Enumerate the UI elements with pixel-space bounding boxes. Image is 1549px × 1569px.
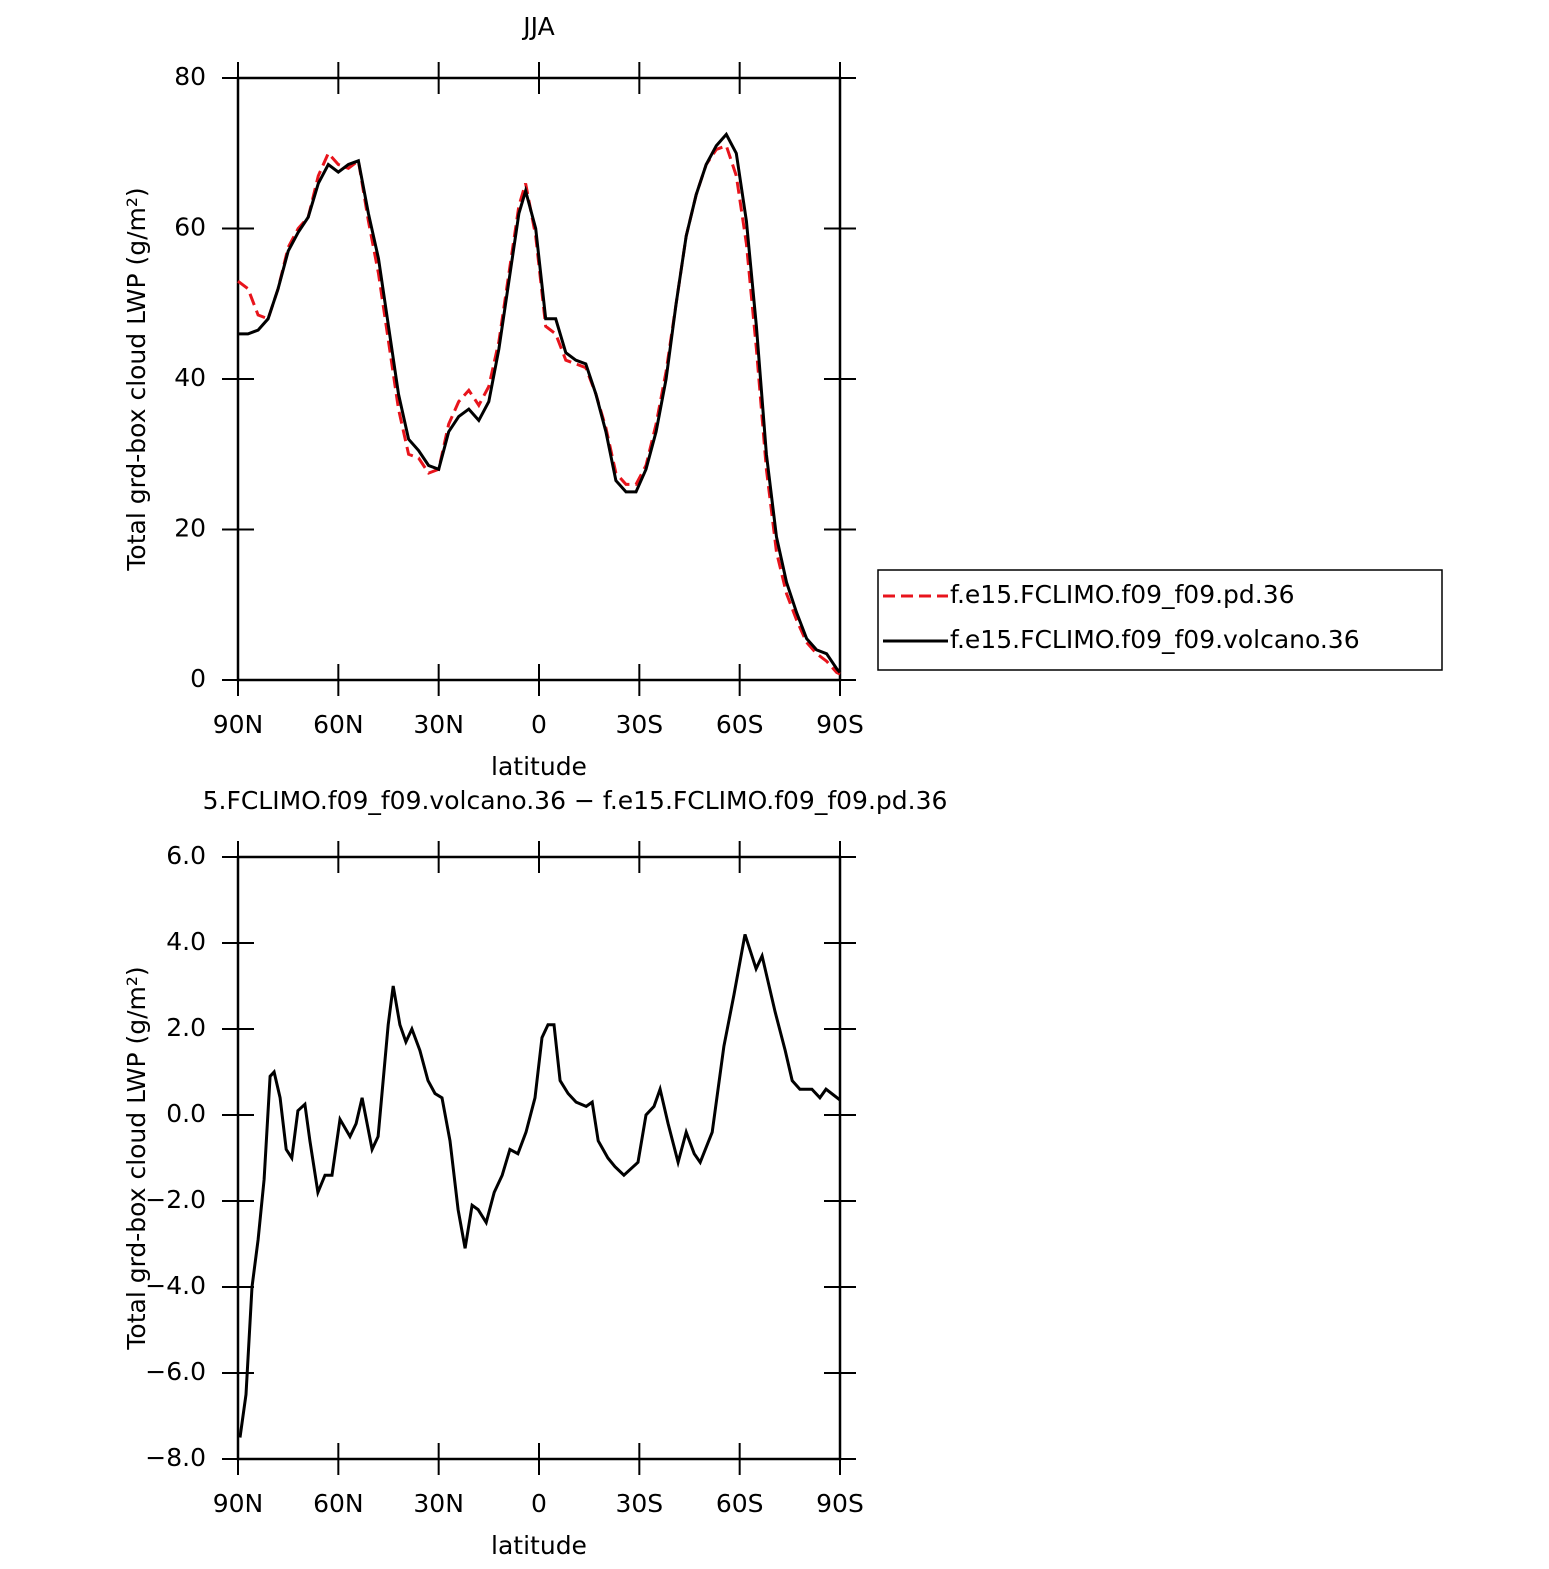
data-line (237, 143, 841, 676)
legend-label: f.e15.FCLIMO.f09_f09.volcano.36 (950, 625, 1360, 654)
x-tick-label: 30N (413, 710, 464, 739)
plot-frame (236, 855, 842, 1461)
y-axis-label: Total grd-box cloud LWP (g/m²) (122, 187, 151, 571)
legend-box (877, 569, 1443, 671)
y-axis-label: Total grd-box cloud LWP (g/m²) (122, 966, 151, 1350)
y-tick-label: 0.0 (166, 1099, 206, 1128)
y-tick-label: 4.0 (166, 927, 206, 956)
x-tick-label: 90N (213, 1489, 264, 1518)
y-tick-label: −4.0 (145, 1271, 206, 1300)
y-tick-label: −2.0 (145, 1185, 206, 1214)
x-tick-label: 60N (313, 1489, 364, 1518)
y-tick-label: 6.0 (166, 841, 206, 870)
y-tick-label: 80 (174, 62, 206, 91)
chart-title: JJA (521, 12, 554, 41)
plot-frame (236, 76, 842, 682)
x-tick-label: 0 (531, 1489, 547, 1518)
y-tick-label: 2.0 (166, 1013, 206, 1042)
x-tick-label: 0 (531, 710, 547, 739)
x-tick-label: 60S (716, 710, 764, 739)
x-tick-label: 30N (413, 1489, 464, 1518)
y-tick-label: 20 (174, 514, 206, 543)
y-tick-label: 60 (174, 213, 206, 242)
data-line (238, 131, 842, 674)
x-tick-label: 60N (313, 710, 364, 739)
x-tick-label: 90N (213, 710, 264, 739)
x-tick-label: 90S (816, 710, 864, 739)
y-tick-label: 40 (174, 363, 206, 392)
x-tick-label: 30S (615, 710, 663, 739)
data-line (238, 933, 841, 1438)
y-tick-label: 0 (190, 664, 206, 693)
chart-title: 5.FCLIMO.f09_f09.volcano.36 − f.e15.FCLI… (203, 786, 948, 815)
x-axis-label: latitude (491, 1531, 587, 1560)
x-tick-label: 90S (816, 1489, 864, 1518)
x-axis-label: latitude (491, 752, 587, 781)
legend-label: f.e15.FCLIMO.f09_f09.pd.36 (950, 580, 1295, 609)
y-tick-label: −8.0 (145, 1443, 206, 1472)
y-tick-label: −6.0 (145, 1357, 206, 1386)
x-tick-label: 30S (615, 1489, 663, 1518)
x-tick-label: 60S (716, 1489, 764, 1518)
